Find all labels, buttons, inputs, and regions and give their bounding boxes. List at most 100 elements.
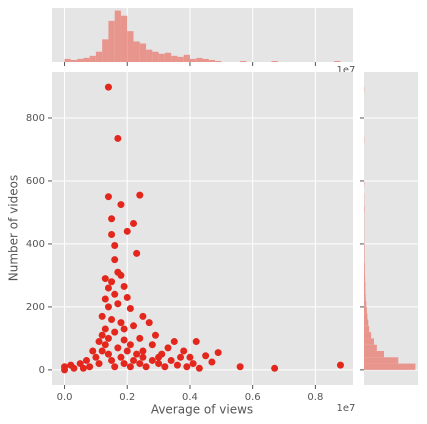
point — [123, 293, 131, 301]
point — [214, 349, 222, 357]
point — [95, 360, 103, 368]
point — [98, 331, 106, 339]
hist-bar — [364, 262, 365, 270]
point — [108, 230, 116, 238]
point — [104, 334, 112, 342]
hist-bar — [146, 49, 153, 62]
point — [108, 316, 116, 324]
y-tick-label: 200 — [26, 302, 45, 313]
point — [92, 353, 100, 361]
point — [189, 360, 197, 368]
point — [180, 347, 188, 355]
x-tick-label: 0.0 — [57, 392, 73, 403]
point — [173, 361, 181, 369]
point — [148, 341, 156, 349]
point — [101, 325, 109, 333]
point — [117, 271, 125, 279]
y-tick-label: 800 — [26, 113, 45, 124]
point — [82, 356, 90, 364]
hist-bar — [364, 325, 370, 333]
hist-bar — [70, 59, 78, 62]
hist-bar — [83, 57, 90, 62]
point — [111, 328, 119, 336]
point — [104, 193, 112, 201]
hist-bar — [364, 313, 368, 320]
point — [130, 322, 138, 330]
point — [120, 336, 128, 344]
x-offset-label: 1e7 — [337, 65, 356, 76]
point — [79, 364, 87, 372]
hist-bar — [364, 269, 365, 276]
point — [120, 360, 128, 368]
hist-bar — [364, 306, 367, 314]
point — [111, 290, 119, 298]
y-tick-label: 0 — [39, 365, 45, 376]
hist-bar — [364, 250, 365, 257]
point — [195, 364, 203, 372]
point — [130, 219, 138, 227]
point — [161, 363, 169, 371]
point — [117, 201, 125, 209]
hist-bar — [364, 275, 366, 282]
hist-bar — [271, 60, 278, 62]
point — [136, 360, 144, 368]
point — [61, 363, 69, 371]
hist-bar — [364, 338, 374, 345]
x-offset-label: 1e7 — [337, 403, 356, 414]
hist-bar — [364, 281, 366, 289]
point — [108, 215, 116, 223]
hist-bar — [202, 58, 209, 62]
point — [177, 353, 185, 361]
x-tick-label: 0.2 — [119, 392, 135, 403]
point — [89, 347, 97, 355]
point — [236, 363, 244, 371]
point — [271, 364, 279, 372]
point — [183, 363, 191, 371]
hist-bar — [89, 55, 96, 62]
hist-bar — [364, 319, 369, 326]
hist-bar — [215, 60, 222, 62]
point — [170, 338, 178, 346]
point — [126, 341, 134, 349]
hist-bar — [164, 52, 172, 62]
hist-bar — [364, 350, 384, 358]
point — [108, 278, 116, 286]
point — [98, 347, 106, 355]
y-axis-label: Number of videos — [7, 175, 21, 281]
hist-bar — [364, 363, 416, 370]
point — [139, 353, 147, 361]
hist-bar — [95, 51, 103, 62]
point — [104, 284, 112, 292]
point — [155, 360, 163, 368]
point — [101, 341, 109, 349]
hist-bar — [364, 357, 399, 364]
point — [133, 249, 141, 257]
point — [139, 312, 147, 320]
point — [123, 227, 131, 235]
point — [155, 353, 163, 361]
hist-bar — [127, 31, 134, 62]
hist-bar — [364, 243, 365, 251]
point — [192, 338, 200, 346]
point — [148, 356, 156, 364]
point — [136, 191, 144, 199]
point — [126, 363, 134, 371]
hist-bar — [364, 288, 366, 295]
point — [104, 350, 112, 358]
point — [120, 282, 128, 290]
hist-bar — [139, 43, 147, 62]
hist-bar — [364, 256, 365, 263]
y-tick-label: 600 — [26, 176, 45, 187]
point — [202, 352, 210, 360]
point — [114, 300, 122, 308]
hist-bar — [364, 206, 365, 213]
point — [130, 356, 138, 364]
hist-bar — [158, 53, 165, 62]
point — [101, 295, 109, 303]
hist-bar — [177, 56, 184, 62]
hist-bar — [120, 15, 128, 62]
point — [336, 361, 344, 369]
point — [145, 319, 153, 327]
x-tick-label: 0.4 — [182, 392, 198, 403]
